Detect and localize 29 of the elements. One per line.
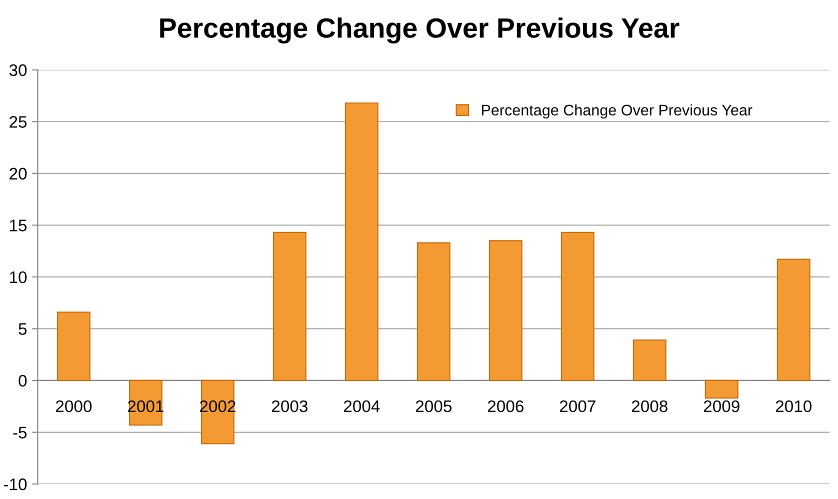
bar (344, 102, 378, 382)
x-tick-label: 2006 (488, 400, 524, 412)
x-tick-label: 2003 (272, 400, 308, 412)
y-tick-label: -5 (13, 426, 27, 438)
y-tick-label: 0 (18, 374, 27, 387)
x-tick-label: 2009 (704, 400, 740, 412)
bar (632, 340, 666, 382)
bar (776, 258, 810, 382)
bar (488, 240, 522, 382)
y-tick-label: 15 (10, 220, 27, 232)
y-tick-label: 20 (10, 168, 27, 180)
y-tick-label: 10 (10, 271, 27, 284)
x-tick-label: 2008 (632, 400, 668, 412)
x-tick-label: 2004 (344, 400, 380, 412)
x-tick-label: 2000 (56, 400, 92, 412)
x-tick-label: 2005 (416, 400, 452, 412)
bar (704, 380, 738, 399)
y-tick-label: 5 (18, 323, 27, 335)
bar (560, 232, 594, 382)
y-tick-label: -10 (4, 478, 27, 490)
y-tick-label: 25 (10, 116, 27, 128)
bar (272, 232, 306, 382)
x-tick-label: 2010 (776, 400, 812, 412)
legend-label: Percentage Change Over Previous Year (482, 104, 752, 119)
x-tick-label: 2007 (560, 400, 596, 412)
bar (416, 242, 450, 382)
y-tick-label: 30 (9, 64, 27, 76)
chart-title: Percentage Change Over Previous Year (160, 17, 680, 44)
bar (56, 312, 90, 382)
